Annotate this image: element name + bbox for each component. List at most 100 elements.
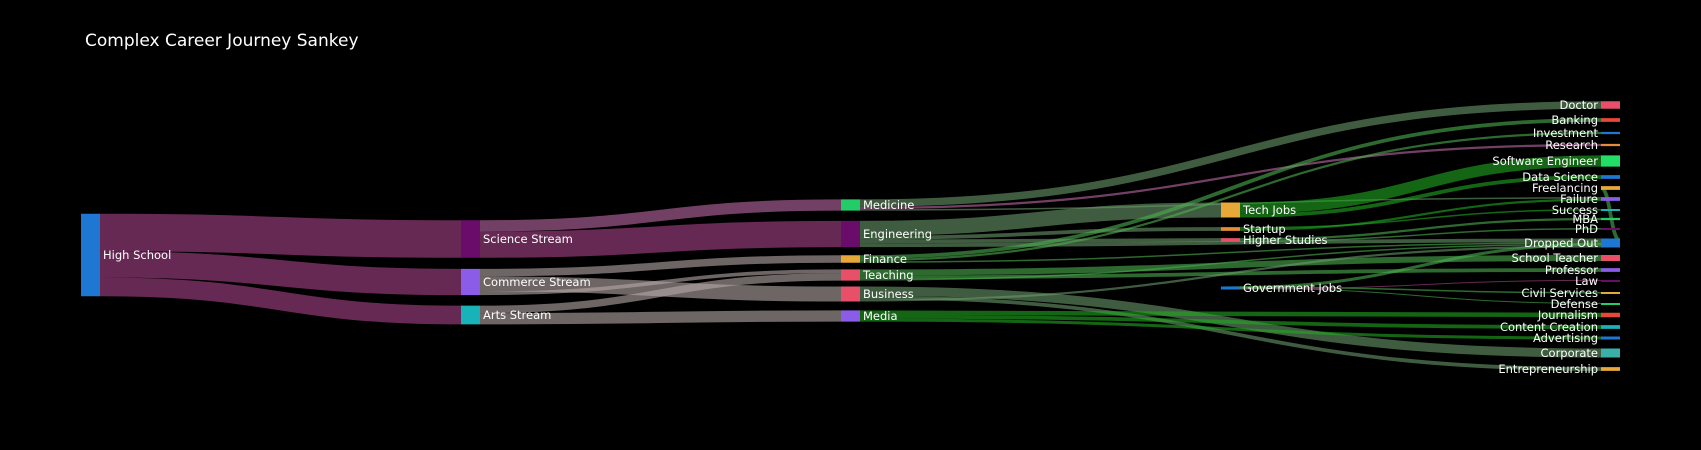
node-label-banking: Banking xyxy=(1551,113,1598,127)
node-label-engineering: Engineering xyxy=(863,227,932,241)
node-science-stream[interactable] xyxy=(461,220,480,258)
link-high-school-to-commerce-stream[interactable] xyxy=(99,251,462,296)
node-civil-services[interactable] xyxy=(1601,292,1620,294)
link-engineering-to-higher-studies[interactable] xyxy=(859,238,1222,244)
link-startup-to-failure[interactable] xyxy=(1239,198,1602,231)
link-high-school-to-arts-stream[interactable] xyxy=(99,277,462,325)
node-arts-stream[interactable] xyxy=(461,305,480,325)
node-data-science[interactable] xyxy=(1601,175,1620,179)
node-banking[interactable] xyxy=(1601,118,1620,122)
link-commerce-stream-to-business[interactable] xyxy=(479,276,842,302)
node-label-arts-stream: Arts Stream xyxy=(483,308,551,322)
node-label-investment: Investment xyxy=(1533,126,1599,140)
node-defense[interactable] xyxy=(1601,303,1620,305)
node-label-mba: MBA xyxy=(1572,212,1598,226)
node-label-school-teacher: School Teacher xyxy=(1512,251,1599,265)
node-dropped-out[interactable] xyxy=(1601,238,1620,248)
link-arts-stream-to-media[interactable] xyxy=(479,310,842,325)
link-finance-to-investment[interactable] xyxy=(859,131,1602,262)
link-business-to-entrepreneurship[interactable] xyxy=(859,295,1602,371)
node-label-advertising: Advertising xyxy=(1533,331,1598,345)
node-label-research: Research xyxy=(1545,138,1598,152)
link-media-to-journalism[interactable] xyxy=(859,310,1602,318)
link-engineering-to-tech-jobs[interactable] xyxy=(859,202,1222,236)
link-higher-studies-to-phd[interactable] xyxy=(1239,228,1602,242)
node-label-higher-studies: Higher Studies xyxy=(1243,233,1328,247)
node-label-data-science: Data Science xyxy=(1522,170,1598,184)
link-startup-to-success[interactable] xyxy=(1239,209,1602,229)
node-tech-jobs[interactable] xyxy=(1221,202,1240,218)
link-finance-to-banking[interactable] xyxy=(859,118,1602,259)
link-arts-stream-to-teaching[interactable] xyxy=(479,273,842,314)
link-media-to-content-creation[interactable] xyxy=(859,314,1602,329)
node-government-jobs[interactable] xyxy=(1221,286,1240,290)
node-business[interactable] xyxy=(841,286,860,302)
node-content-creation[interactable] xyxy=(1601,325,1620,329)
node-failure[interactable] xyxy=(1601,197,1620,201)
node-doctor[interactable] xyxy=(1601,101,1620,109)
link-government-jobs-to-defense[interactable] xyxy=(1239,287,1602,304)
node-label-defense: Defense xyxy=(1551,297,1598,311)
node-entrepreneurship[interactable] xyxy=(1601,367,1620,371)
node-corporate[interactable] xyxy=(1601,348,1620,358)
link-higher-studies-to-mba[interactable] xyxy=(1239,217,1602,241)
node-law[interactable] xyxy=(1601,280,1620,282)
link-engineering-to-startup[interactable] xyxy=(859,227,1222,240)
node-phd[interactable] xyxy=(1601,228,1620,230)
link-government-jobs-to-law[interactable] xyxy=(1239,279,1602,290)
nodes-layer xyxy=(81,101,1620,371)
link-tech-jobs-to-software-engineer[interactable] xyxy=(1239,155,1602,214)
node-software-engineer[interactable] xyxy=(1601,155,1620,167)
link-commerce-stream-to-teaching[interactable] xyxy=(479,269,842,296)
node-journalism[interactable] xyxy=(1601,312,1620,318)
link-tech-jobs-to-data-science[interactable] xyxy=(1239,175,1602,218)
link-science-stream-to-engineering[interactable] xyxy=(479,220,842,258)
node-mba[interactable] xyxy=(1601,217,1620,221)
node-teaching[interactable] xyxy=(841,269,860,281)
node-label-success: Success xyxy=(1552,203,1598,217)
link-high-school-to-science-stream[interactable] xyxy=(99,213,462,258)
node-investment[interactable] xyxy=(1601,131,1620,135)
link-dropped-out-to-government-jobs[interactable] xyxy=(1220,242,1621,290)
node-commerce-stream[interactable] xyxy=(461,268,480,296)
node-label-science-stream: Science Stream xyxy=(483,232,573,246)
node-media[interactable] xyxy=(841,310,860,322)
node-startup[interactable] xyxy=(1221,227,1240,231)
node-label-journalism: Journalism xyxy=(1537,308,1598,322)
node-higher-studies[interactable] xyxy=(1221,238,1240,242)
link-medicine-to-doctor[interactable] xyxy=(859,101,1602,207)
node-label-professor: Professor xyxy=(1545,263,1598,277)
node-research[interactable] xyxy=(1601,143,1620,147)
node-label-medicine: Medicine xyxy=(863,198,914,212)
node-label-media: Media xyxy=(863,309,898,323)
link-teaching-to-school-teacher[interactable] xyxy=(859,255,1602,276)
node-label-law: Law xyxy=(1575,274,1598,288)
node-label-commerce-stream: Commerce Stream xyxy=(483,275,591,289)
node-label-content-creation: Content Creation xyxy=(1500,320,1598,334)
link-engineering-to-dropped-out[interactable] xyxy=(859,238,1602,248)
node-professor[interactable] xyxy=(1601,268,1620,272)
node-label-high-school: High School xyxy=(103,248,171,262)
node-freelancing[interactable] xyxy=(1601,186,1620,190)
node-success[interactable] xyxy=(1601,209,1620,211)
node-label-corporate: Corporate xyxy=(1541,346,1599,360)
link-commerce-stream-to-finance[interactable] xyxy=(479,255,842,277)
link-business-to-dropped-out[interactable] xyxy=(859,245,1602,302)
link-teaching-to-dropped-out[interactable] xyxy=(859,243,1602,281)
link-dropped-out-to-freelancing[interactable] xyxy=(1600,186,1621,243)
node-school-teacher[interactable] xyxy=(1601,255,1620,261)
node-finance[interactable] xyxy=(841,255,860,263)
link-science-stream-to-medicine[interactable] xyxy=(479,199,842,232)
link-finance-to-dropped-out[interactable] xyxy=(859,242,1602,263)
node-label-business: Business xyxy=(863,287,914,301)
link-government-jobs-to-civil-services[interactable] xyxy=(1239,286,1602,294)
node-label-freelancing: Freelancing xyxy=(1532,181,1598,195)
node-advertising[interactable] xyxy=(1601,336,1620,340)
labels-layer: High School Science Stream Commerce Stream… xyxy=(103,98,1598,376)
node-engineering[interactable] xyxy=(841,220,860,248)
node-high-school[interactable] xyxy=(81,213,100,297)
link-medicine-to-research[interactable] xyxy=(859,143,1602,210)
link-media-to-advertising[interactable] xyxy=(859,318,1602,340)
node-medicine[interactable] xyxy=(841,199,860,211)
